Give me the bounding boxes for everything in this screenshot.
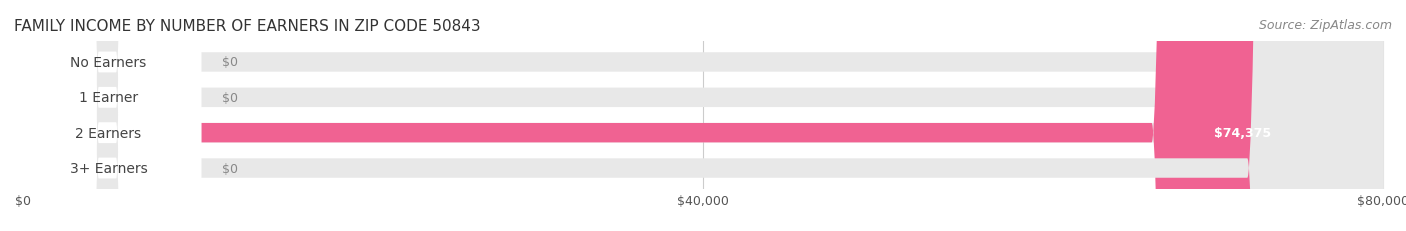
FancyBboxPatch shape [22,0,1288,231]
FancyBboxPatch shape [22,0,1384,231]
Text: FAMILY INCOME BY NUMBER OF EARNERS IN ZIP CODE 50843: FAMILY INCOME BY NUMBER OF EARNERS IN ZI… [14,18,481,33]
Text: $0: $0 [222,56,238,69]
FancyBboxPatch shape [14,0,201,231]
FancyBboxPatch shape [14,0,201,231]
FancyBboxPatch shape [22,0,1384,231]
FancyBboxPatch shape [14,0,201,231]
Text: 1 Earner: 1 Earner [79,91,138,105]
FancyBboxPatch shape [22,0,1384,231]
FancyBboxPatch shape [22,0,1384,231]
Text: 3+ Earners: 3+ Earners [69,161,148,175]
Text: $0: $0 [222,162,238,175]
Text: $74,375: $74,375 [1213,127,1271,140]
Text: 2 Earners: 2 Earners [76,126,142,140]
Text: No Earners: No Earners [70,56,146,70]
Text: Source: ZipAtlas.com: Source: ZipAtlas.com [1258,18,1392,31]
Text: $0: $0 [222,91,238,104]
FancyBboxPatch shape [14,0,201,231]
